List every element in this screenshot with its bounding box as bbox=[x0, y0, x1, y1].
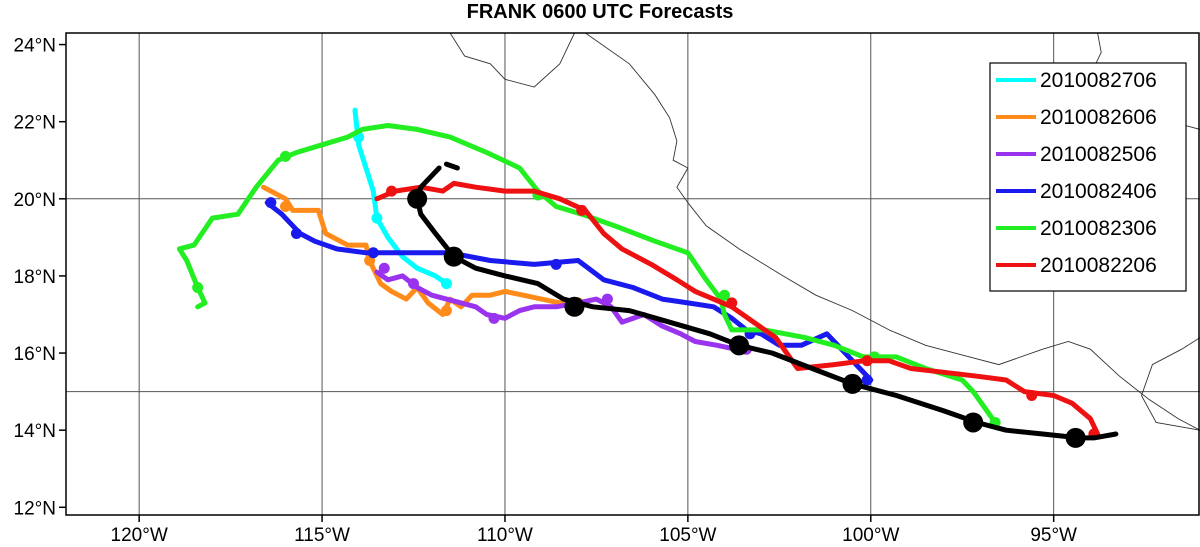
x-tick-label: 120°W bbox=[111, 525, 168, 546]
track-point bbox=[440, 278, 452, 290]
track-point bbox=[443, 246, 464, 267]
track-point bbox=[440, 305, 452, 317]
coastline bbox=[1141, 337, 1200, 431]
y-tick-label: 22°N bbox=[14, 113, 56, 134]
x-tick-label: 95°W bbox=[1030, 525, 1077, 546]
track-2010082706 bbox=[352, 107, 452, 290]
track-2010082306 bbox=[176, 123, 1001, 428]
track-line bbox=[352, 107, 449, 287]
track-point bbox=[290, 228, 302, 240]
track-point bbox=[1065, 427, 1086, 448]
track-point bbox=[407, 188, 428, 209]
track-point bbox=[378, 262, 390, 274]
track-point bbox=[576, 204, 588, 216]
track-point bbox=[279, 201, 291, 213]
track-point bbox=[842, 373, 863, 394]
track-point bbox=[1026, 389, 1038, 401]
track-point bbox=[371, 212, 383, 224]
legend: 2010082706 2010082606 2010082506 2010082406… bbox=[989, 62, 1187, 292]
track-point bbox=[386, 185, 398, 197]
track-point bbox=[601, 293, 613, 305]
track-point bbox=[367, 247, 379, 259]
legend-label: 2010082306 bbox=[1040, 217, 1157, 240]
track-point bbox=[861, 355, 873, 367]
x-tick-label: 100°W bbox=[842, 525, 899, 546]
legend-label: 2010082206 bbox=[1040, 254, 1157, 277]
legend-label: 2010082506 bbox=[1040, 143, 1157, 166]
track-point bbox=[550, 258, 562, 270]
y-tick-label: 12°N bbox=[14, 498, 56, 519]
track-point bbox=[564, 296, 585, 317]
track-line bbox=[374, 269, 749, 352]
grid-layer bbox=[66, 33, 1200, 515]
legend-label: 2010082706 bbox=[1040, 69, 1157, 92]
axis-ticks: 120°W 115°W 110°W 105°W 100°W 95°W 12°N 14°N 16°… bbox=[14, 36, 1078, 546]
track-point bbox=[861, 374, 873, 386]
x-tick-label: 105°W bbox=[659, 525, 716, 546]
track-point bbox=[488, 312, 500, 324]
y-tick-label: 20°N bbox=[14, 190, 56, 211]
legend-label: 2010082606 bbox=[1040, 106, 1157, 129]
coastline bbox=[585, 33, 1200, 431]
track-point bbox=[718, 289, 730, 301]
track-line bbox=[414, 196, 1119, 441]
track-point bbox=[279, 150, 291, 162]
map-title: FRANK 0600 UTC Forecasts bbox=[466, 1, 734, 23]
x-tick-label: 110°W bbox=[477, 525, 533, 546]
track-line bbox=[176, 123, 998, 425]
tracks-layer bbox=[176, 107, 1119, 448]
plot-frame bbox=[65, 32, 1200, 516]
track-point bbox=[265, 197, 277, 209]
track-line bbox=[264, 200, 874, 383]
track-point bbox=[408, 278, 420, 290]
y-tick-label: 18°N bbox=[14, 267, 56, 288]
y-tick-label: 16°N bbox=[14, 344, 56, 365]
x-tick-label: 115°W bbox=[294, 525, 350, 546]
track-point bbox=[729, 335, 750, 356]
track-line-segment bbox=[443, 161, 460, 171]
track-point bbox=[726, 297, 738, 309]
track-line bbox=[374, 180, 1101, 437]
coastline bbox=[449, 33, 575, 88]
track-2010082506 bbox=[374, 262, 752, 355]
y-tick-label: 24°N bbox=[14, 36, 56, 57]
track-official bbox=[407, 161, 1119, 448]
y-tick-label: 14°N bbox=[14, 421, 56, 442]
track-point bbox=[192, 281, 204, 293]
legend-label: 2010082406 bbox=[1040, 180, 1157, 203]
legend-box bbox=[989, 62, 1187, 292]
track-point bbox=[963, 412, 984, 433]
